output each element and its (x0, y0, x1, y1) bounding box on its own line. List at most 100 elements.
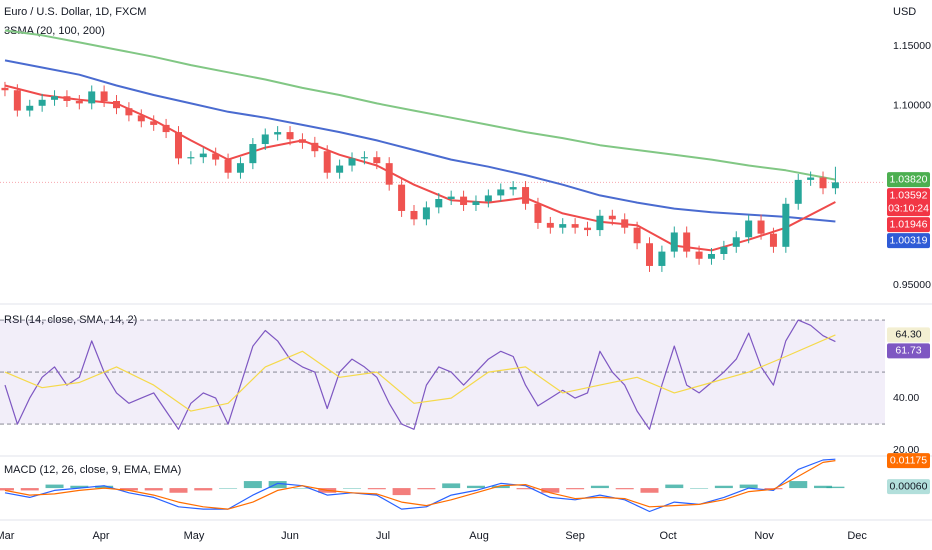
candle-body (720, 246, 728, 254)
x-tick-label: Mar (0, 530, 15, 542)
candle-body (732, 237, 740, 247)
histogram-bar (665, 484, 684, 489)
histogram-bar (169, 488, 188, 493)
candle-body (410, 210, 418, 220)
x-tick-label: Oct (660, 530, 677, 542)
price-label-box (887, 172, 930, 188)
candle-body (484, 195, 492, 202)
candle-body (212, 153, 220, 160)
candle-body (298, 139, 306, 143)
candle-body (670, 232, 678, 252)
price-label: 64.30 (895, 329, 921, 341)
histogram-bar (0, 488, 14, 491)
x-tick-label: Aug (469, 530, 489, 542)
candle-body (782, 203, 790, 247)
histogram-bar (219, 488, 238, 489)
candle-body (26, 105, 34, 111)
histogram-bar (293, 488, 312, 489)
candle-body (757, 220, 765, 234)
line-series (4, 458, 836, 513)
candle-body (608, 215, 616, 220)
candle-body (174, 132, 182, 159)
candle-body (769, 233, 777, 247)
price-label-box (887, 343, 930, 359)
candle-body (633, 227, 641, 244)
candle-body (224, 159, 232, 173)
histogram-bar (95, 485, 114, 489)
candle-body (645, 243, 653, 266)
candle-body (100, 91, 108, 101)
histogram-bar (516, 488, 535, 490)
y-tick-label: 1.10000 (893, 100, 931, 112)
candle-body (546, 222, 554, 228)
candle-body (360, 157, 368, 159)
price-label: 1.01946 (890, 218, 928, 230)
price-label-box (887, 188, 930, 217)
candle-body (286, 132, 294, 140)
histogram-bar (814, 485, 833, 489)
histogram-bar (417, 488, 436, 490)
countdown-label: 03:10:24 (888, 202, 929, 214)
histogram-bar (119, 488, 138, 491)
candle-body (348, 158, 356, 166)
price-label: 1.03592 (890, 189, 928, 201)
histogram-bar (194, 488, 213, 491)
candle-body (323, 151, 331, 173)
histogram-bar (343, 488, 362, 489)
price-label: 61.73 (895, 345, 921, 357)
candle-body (807, 177, 815, 180)
candle-body (707, 253, 715, 259)
candle-body (422, 207, 430, 220)
histogram-bar (690, 488, 709, 489)
histogram-bar (442, 483, 461, 489)
price-label-box (887, 479, 930, 495)
price-label: 0.01175 (890, 454, 927, 466)
candle-body (38, 99, 46, 106)
candle-body (571, 224, 579, 228)
indicator-title: 3SMA (20, 100, 200) (4, 25, 105, 37)
candle-body (745, 220, 753, 238)
x-tick-label: Dec (847, 530, 867, 542)
candle-body (137, 115, 145, 122)
candle-body (509, 187, 517, 190)
histogram-bar (466, 485, 485, 489)
price-label: 0.00060 (890, 480, 928, 492)
candle-body (336, 165, 344, 173)
line-series (4, 460, 836, 510)
histogram-bar (268, 481, 287, 489)
candle-body (274, 132, 282, 135)
x-tick-label: Apr (92, 530, 109, 542)
price-label-box (887, 233, 930, 249)
y-tick-label: 0.95000 (893, 279, 931, 291)
histogram-bar (615, 488, 634, 490)
price-label: 1.00319 (890, 234, 928, 246)
candle-body (162, 124, 170, 133)
x-tick-label: Sep (565, 530, 585, 542)
candle-body (373, 157, 381, 164)
candle-body (658, 251, 666, 266)
candle-body (522, 187, 530, 204)
candle-body (497, 189, 505, 196)
candle-body (584, 227, 592, 231)
histogram-bar (392, 488, 411, 496)
candle-body (1, 87, 9, 91)
histogram-bar (367, 488, 386, 490)
indicator-title: MACD (12, 26, close, 9, EMA, EMA) (4, 464, 181, 476)
candle-body (534, 203, 542, 223)
chart-title: Euro / U.S. Dollar, 1D, FXCM (4, 6, 146, 18)
candle-body (13, 90, 21, 111)
candle-body (683, 232, 691, 252)
candle-body (249, 144, 257, 164)
histogram-bar (789, 481, 808, 489)
candle-body (435, 199, 443, 208)
histogram-bar (541, 488, 560, 493)
candle-body (113, 101, 121, 109)
candle-body (236, 163, 244, 173)
candle-body (199, 153, 207, 158)
candle-body (819, 177, 827, 189)
histogram-bar (640, 488, 659, 493)
y-tick-label: 1.15000 (893, 40, 931, 52)
candle-body (398, 184, 406, 211)
histogram-bar (739, 484, 758, 489)
